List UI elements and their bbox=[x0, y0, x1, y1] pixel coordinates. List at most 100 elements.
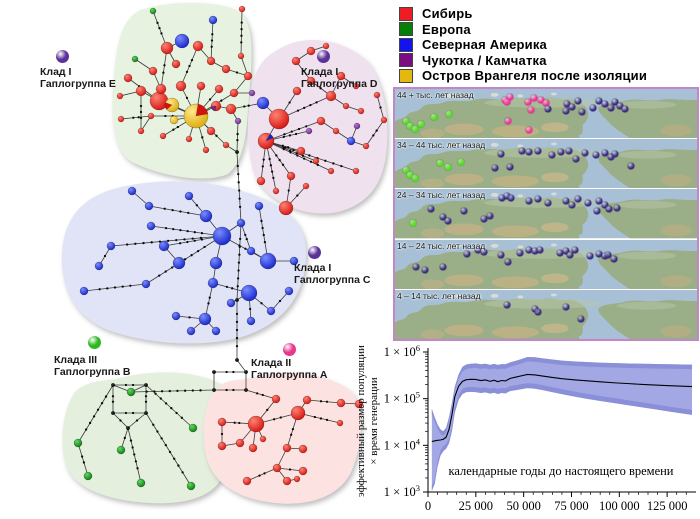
haplotype-node bbox=[353, 122, 361, 130]
mutation-step bbox=[183, 238, 186, 241]
mutation-step bbox=[96, 408, 100, 411]
haplotype-node bbox=[373, 91, 381, 99]
node-pie-wedge bbox=[210, 105, 217, 112]
mutation-step bbox=[162, 71, 165, 74]
mutation-step bbox=[302, 69, 305, 73]
legend-item: Остров Врангеля после изоляции bbox=[399, 68, 647, 84]
haplotype-node bbox=[126, 387, 136, 397]
mutation-step bbox=[160, 437, 163, 440]
mutation-step bbox=[236, 132, 239, 136]
mutation-step bbox=[237, 261, 241, 264]
sample-location-dot bbox=[530, 94, 538, 102]
haplotype-node bbox=[243, 369, 249, 375]
sample-location-dot bbox=[457, 158, 465, 166]
haplotype-node bbox=[146, 221, 156, 231]
mutation-step bbox=[159, 397, 162, 400]
sample-location-dot bbox=[498, 194, 506, 202]
sample-location-dot bbox=[595, 97, 603, 105]
haplotype-node bbox=[292, 86, 302, 96]
mutation-step bbox=[308, 154, 311, 157]
haplotype-node bbox=[234, 357, 240, 363]
sample-location-dot bbox=[565, 147, 573, 155]
mutation-step bbox=[236, 164, 239, 168]
haplotype-node bbox=[206, 126, 216, 136]
legend-label: Остров Врангеля после изоляции bbox=[422, 68, 648, 84]
sample-location-dot bbox=[507, 194, 515, 202]
mutation-step bbox=[287, 189, 290, 192]
sample-location-dot bbox=[544, 105, 551, 113]
network-edge bbox=[236, 120, 239, 153]
mutation-step bbox=[232, 370, 235, 374]
mutation-step bbox=[156, 430, 159, 433]
mutation-step bbox=[164, 114, 167, 118]
haplotype-node bbox=[322, 42, 330, 50]
mutation-step bbox=[288, 101, 291, 104]
clade-label-line1: Клада III bbox=[54, 354, 98, 366]
clade-label-line2: Гаплогруппа D bbox=[301, 78, 378, 90]
mutation-step bbox=[188, 316, 191, 319]
mutation-step bbox=[158, 26, 161, 30]
sample-location-dot bbox=[503, 98, 511, 106]
mutation-step bbox=[244, 233, 247, 236]
node-pie-wedge bbox=[164, 102, 173, 110]
mutation-step bbox=[244, 247, 247, 250]
sample-location-dot bbox=[562, 107, 570, 115]
mutation-step bbox=[211, 33, 214, 36]
haplotype-node bbox=[155, 83, 167, 95]
mutation-step bbox=[166, 239, 170, 243]
mutation-step bbox=[372, 134, 375, 137]
mutation-step bbox=[158, 240, 162, 243]
haplotype-node bbox=[284, 286, 294, 296]
haplotype-node bbox=[362, 142, 370, 150]
network-edge bbox=[265, 140, 332, 172]
mutation-step bbox=[319, 87, 322, 90]
mutation-step bbox=[319, 400, 323, 403]
mutation-step bbox=[245, 238, 248, 241]
sample-location-dot bbox=[518, 147, 526, 155]
sample-location-dot bbox=[581, 149, 589, 157]
network-edge bbox=[163, 235, 223, 247]
haplotype-node bbox=[149, 7, 157, 15]
mutation-step bbox=[269, 164, 273, 167]
mutation-step bbox=[193, 231, 196, 234]
mutation-step bbox=[232, 388, 235, 392]
haplotype-node bbox=[336, 398, 346, 408]
mutation-step bbox=[142, 241, 145, 245]
sample-location-dot bbox=[601, 100, 609, 108]
mutation-step bbox=[278, 158, 281, 162]
haplotype-node bbox=[342, 102, 350, 110]
mutation-step bbox=[195, 204, 199, 207]
mutation-step bbox=[288, 468, 292, 471]
network-edge bbox=[140, 115, 152, 132]
x-tick-label: 50 000 bbox=[506, 499, 540, 513]
mutation-step bbox=[133, 453, 136, 456]
haplotype-node bbox=[266, 306, 276, 316]
mutation-step bbox=[240, 28, 243, 31]
mutation-step bbox=[275, 154, 278, 157]
mutation-step bbox=[156, 21, 159, 24]
haplotype-node bbox=[174, 33, 190, 49]
haplotype-node bbox=[354, 399, 364, 409]
sample-location-dot bbox=[556, 249, 564, 257]
mutation-step bbox=[235, 71, 239, 74]
haplotype-node bbox=[268, 108, 290, 130]
clade-label: Клада II Гаплогруппа А bbox=[251, 357, 327, 381]
haplotype-node bbox=[246, 246, 256, 256]
clade-label-line2: Гаплогруппа B bbox=[54, 366, 131, 378]
mutation-step bbox=[235, 336, 239, 340]
map-panel-label: 14 – 24 тыс. лет назад bbox=[397, 240, 486, 251]
mutation-step bbox=[296, 194, 299, 197]
hpd-band-upper-edge bbox=[431, 357, 692, 436]
map-background bbox=[395, 289, 697, 340]
mutation-step bbox=[263, 472, 266, 475]
haplotype-node bbox=[159, 132, 167, 140]
mutation-step bbox=[332, 162, 335, 165]
haplotype-node bbox=[306, 46, 316, 56]
mutation-step bbox=[88, 421, 92, 425]
legend-item: Чукотка / Камчатка bbox=[399, 53, 647, 69]
y-tick-label: 1 × 105 bbox=[384, 390, 420, 406]
network-edge bbox=[365, 119, 385, 147]
sample-location-dot bbox=[497, 251, 505, 259]
legend-item: Северная Америка bbox=[399, 37, 647, 53]
mutation-step bbox=[208, 98, 212, 101]
